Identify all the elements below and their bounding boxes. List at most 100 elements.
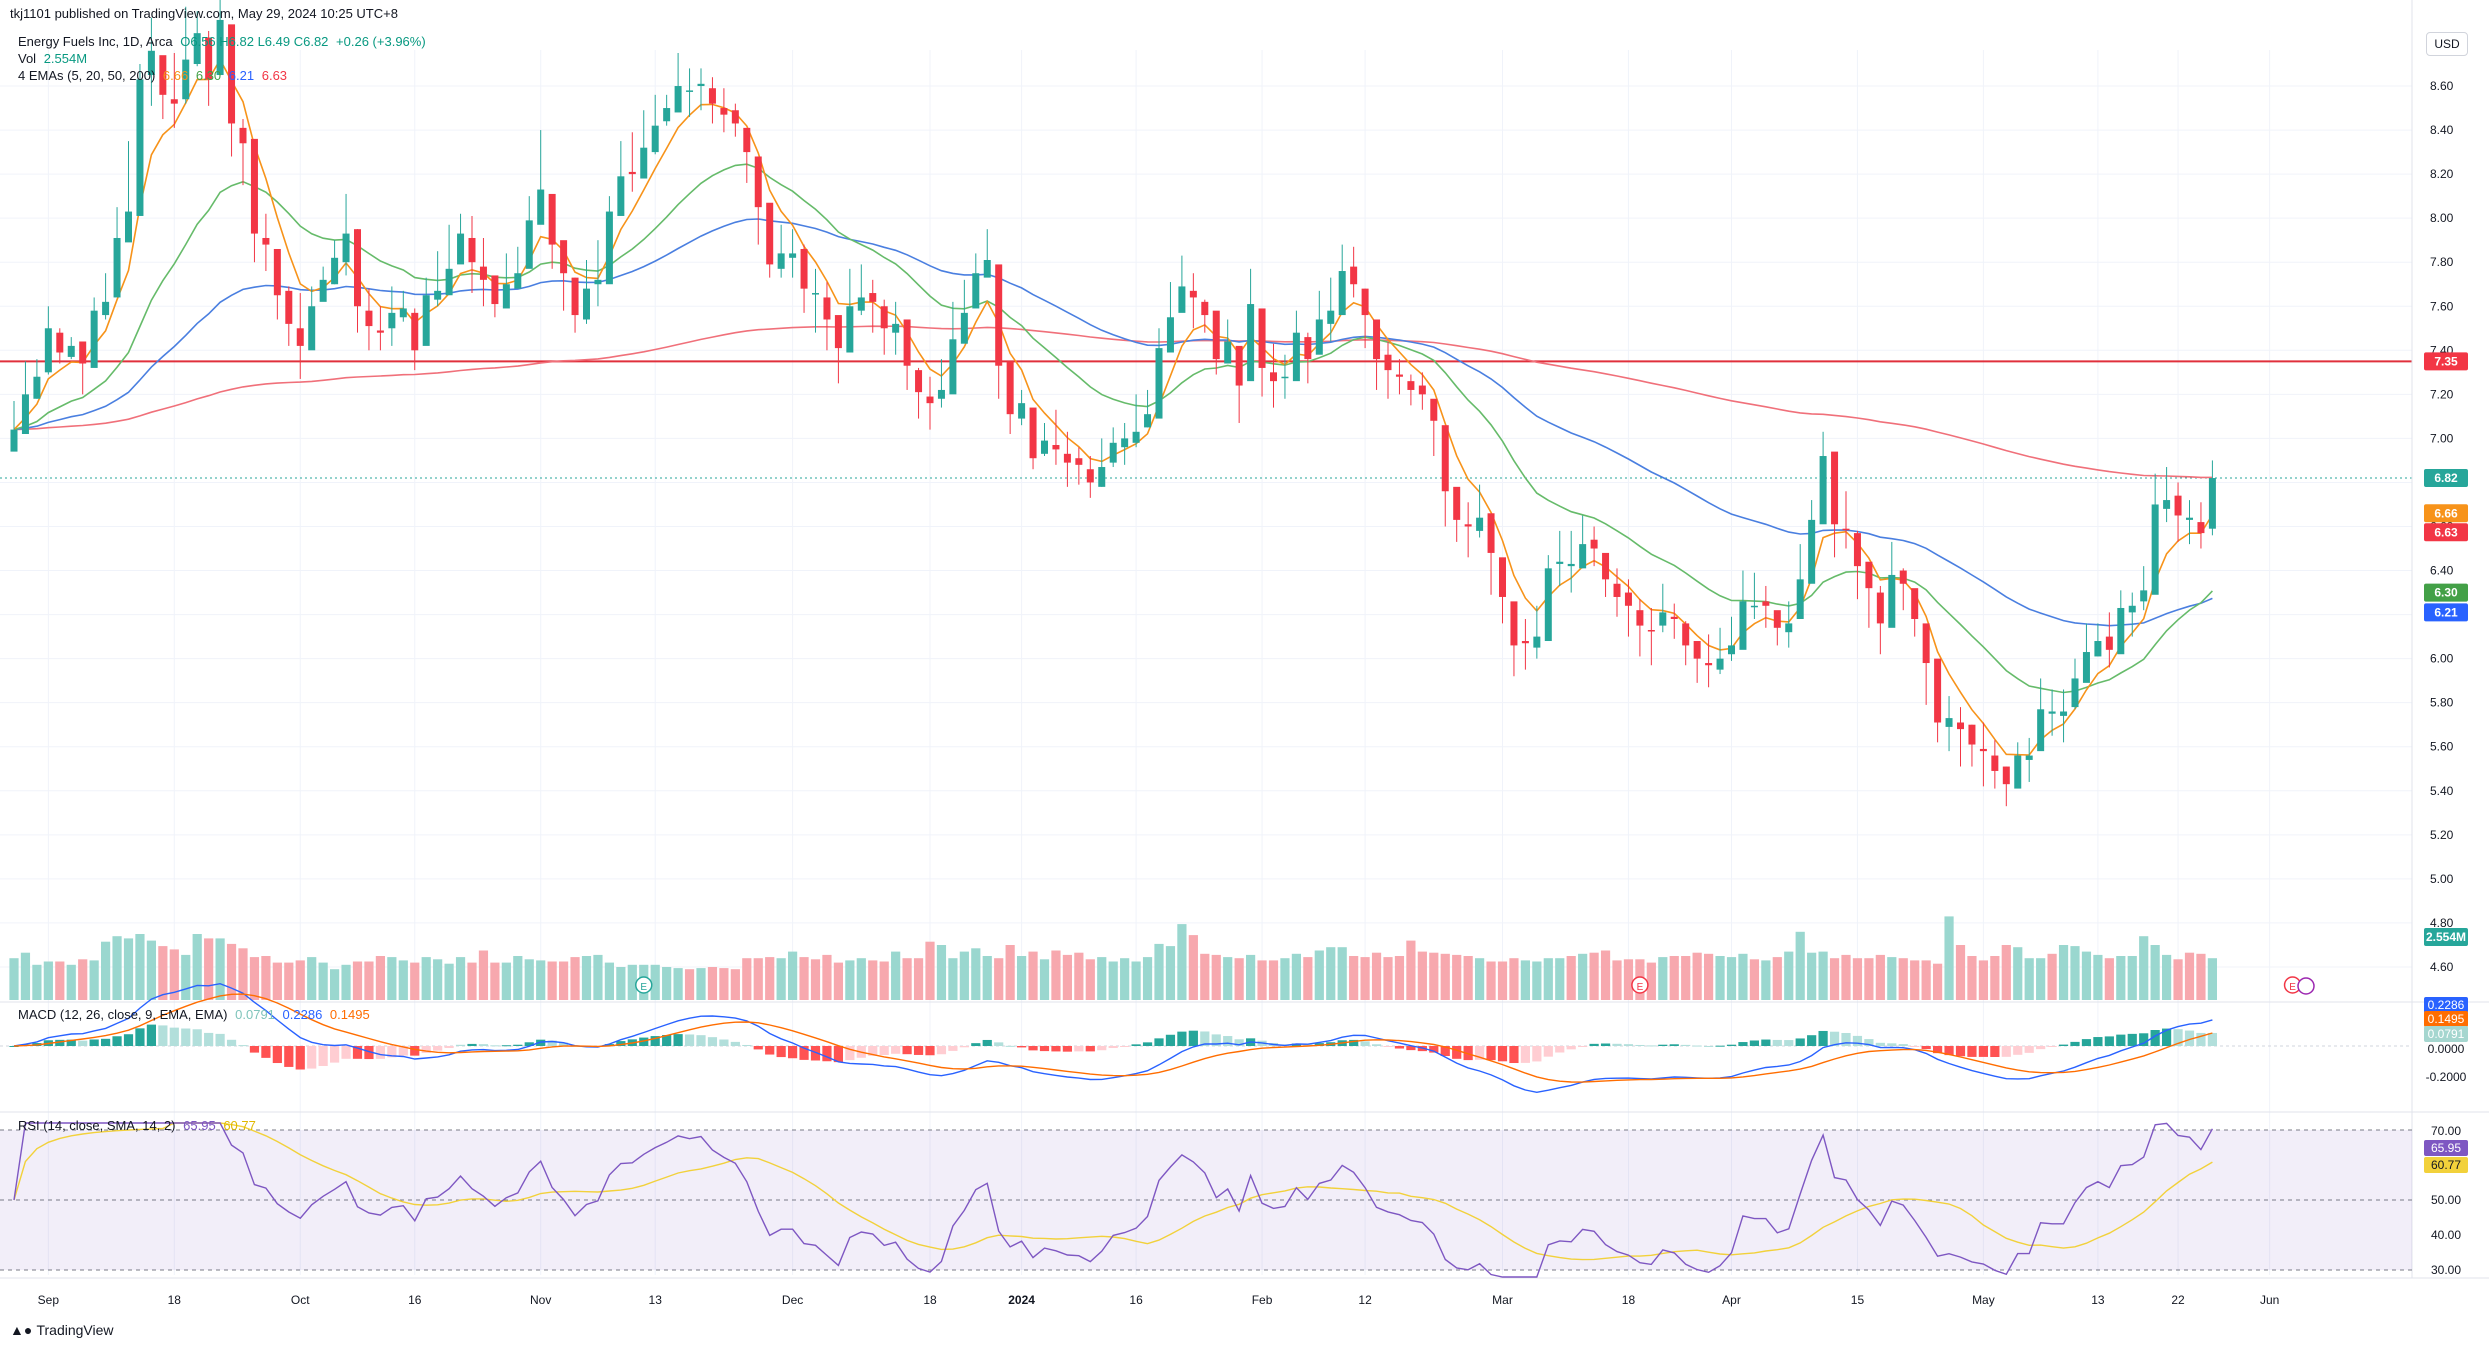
volume-bar[interactable]	[1578, 953, 1588, 1000]
candle[interactable]	[1075, 447, 1083, 485]
volume-bar[interactable]	[444, 963, 454, 1000]
candle[interactable]	[1579, 515, 1587, 569]
volume-bar[interactable]	[1749, 959, 1759, 1000]
volume-bar[interactable]	[1520, 960, 1530, 1000]
candle[interactable]	[1189, 273, 1197, 329]
candle[interactable]	[571, 277, 579, 333]
candle[interactable]	[491, 275, 499, 318]
candle[interactable]	[1659, 583, 1667, 633]
candle[interactable]	[319, 266, 327, 302]
candle[interactable]	[2128, 592, 2136, 637]
volume-bar[interactable]	[249, 957, 260, 1000]
candle[interactable]	[1487, 513, 1495, 595]
volume-bar[interactable]	[1475, 958, 1485, 1000]
candle[interactable]	[2151, 473, 2159, 595]
candle[interactable]	[1121, 422, 1129, 465]
volume-bar[interactable]	[856, 958, 866, 1000]
candle[interactable]	[1636, 599, 1644, 657]
volume-bar[interactable]	[55, 961, 65, 1001]
volume-bar[interactable]	[879, 961, 889, 1001]
volume-bar[interactable]	[627, 964, 637, 1000]
volume-bar[interactable]	[1039, 959, 1050, 1000]
volume-bar[interactable]	[1795, 931, 1805, 1000]
candle[interactable]	[1613, 568, 1621, 617]
candle[interactable]	[915, 367, 923, 419]
volume-bar[interactable]	[2093, 954, 2103, 1000]
volume-bar[interactable]	[261, 956, 271, 1000]
candle[interactable]	[1957, 707, 1964, 767]
candle[interactable]	[102, 273, 110, 320]
volume-bar[interactable]	[2070, 946, 2080, 1000]
volume-bar[interactable]	[1120, 958, 1130, 1000]
volume-bar[interactable]	[2058, 945, 2069, 1000]
candle[interactable]	[812, 268, 819, 333]
volume-bar[interactable]	[2184, 952, 2195, 1000]
volume-bar[interactable]	[1154, 943, 1164, 1000]
candle[interactable]	[2060, 689, 2068, 743]
candle[interactable]	[1224, 319, 1232, 364]
volume-bar[interactable]	[719, 968, 729, 1000]
candle[interactable]	[250, 138, 258, 263]
candle[interactable]	[2082, 623, 2090, 683]
volume-bar[interactable]	[398, 960, 408, 1000]
candle[interactable]	[1098, 438, 1106, 487]
volume-bar[interactable]	[375, 956, 385, 1000]
candle[interactable]	[1178, 255, 1186, 313]
candle[interactable]	[1796, 544, 1804, 619]
candle[interactable]	[1418, 372, 1426, 410]
volume-bar[interactable]	[101, 941, 111, 1000]
volume-bar[interactable]	[1246, 954, 1256, 1000]
volume-bar[interactable]	[2047, 953, 2057, 1000]
volume-bar[interactable]	[341, 964, 351, 1000]
candle[interactable]	[2197, 502, 2205, 549]
candle[interactable]	[354, 229, 361, 333]
candle[interactable]	[262, 213, 270, 272]
candle[interactable]	[560, 240, 568, 311]
candle[interactable]	[663, 94, 671, 126]
volume-bar[interactable]	[1497, 961, 1508, 1001]
volume-bar[interactable]	[822, 954, 832, 1000]
volume-bar[interactable]	[66, 964, 76, 1000]
candle[interactable]	[205, 30, 213, 106]
candle[interactable]	[960, 279, 968, 344]
candle[interactable]	[605, 196, 613, 285]
candle[interactable]	[1212, 310, 1220, 375]
volume-bar[interactable]	[1326, 947, 1336, 1000]
candle[interactable]	[468, 215, 476, 294]
candle[interactable]	[1785, 601, 1793, 648]
volume-bar[interactable]	[2139, 936, 2149, 1000]
volume-bar[interactable]	[421, 957, 431, 1000]
candle[interactable]	[834, 315, 842, 384]
candle[interactable]	[1533, 605, 1541, 659]
volume-bar[interactable]	[192, 934, 202, 1000]
volume-bar[interactable]	[238, 948, 248, 1000]
candle[interactable]	[2025, 737, 2033, 782]
volume-bar[interactable]	[2127, 956, 2137, 1000]
volume-bar[interactable]	[1681, 956, 1691, 1000]
volume-bar[interactable]	[1406, 940, 1416, 1000]
candle[interactable]	[846, 268, 854, 353]
volume-bar[interactable]	[1704, 953, 1714, 1000]
candle[interactable]	[949, 301, 957, 395]
volume-bar[interactable]	[123, 938, 134, 1000]
candle[interactable]	[1166, 282, 1174, 353]
candle[interactable]	[892, 301, 900, 355]
candle[interactable]	[331, 240, 339, 285]
candle[interactable]	[434, 251, 442, 307]
candle[interactable]	[686, 68, 694, 117]
volume-bar[interactable]	[1600, 950, 1611, 1001]
volume-bar[interactable]	[513, 956, 523, 1000]
volume-bar[interactable]	[433, 959, 443, 1000]
volume-bar[interactable]	[1211, 954, 1221, 1000]
candle[interactable]	[2105, 612, 2113, 668]
candle[interactable]	[1911, 588, 1919, 637]
volume-bar[interactable]	[78, 959, 88, 1000]
volume-bar[interactable]	[1944, 916, 1954, 1000]
candle[interactable]	[1865, 561, 1873, 628]
candle[interactable]	[342, 193, 350, 276]
candle[interactable]	[2048, 689, 2056, 736]
candle[interactable]	[1888, 541, 1896, 628]
candle[interactable]	[594, 240, 602, 307]
candle[interactable]	[2002, 766, 2010, 807]
tradingview-logo[interactable]: ▲● TradingView	[10, 1322, 114, 1339]
